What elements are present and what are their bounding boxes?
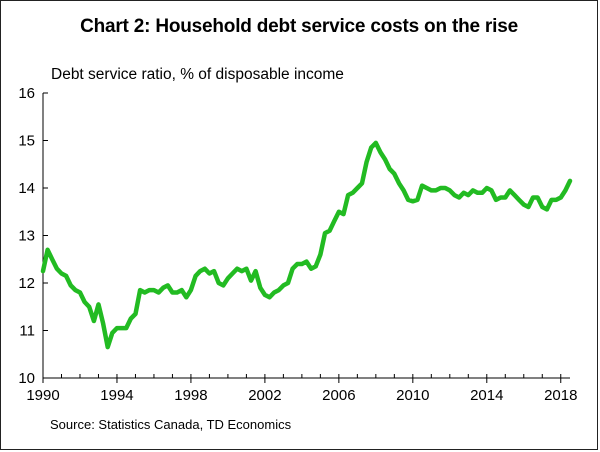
axes-group: 10 11 12 13 14 15 16 1990 1994 1998 2002 2006 2010 20… — [18, 85, 577, 404]
x-tick-label: 2014 — [470, 387, 503, 404]
x-tick-label: 2010 — [396, 387, 429, 404]
plot-group — [40, 140, 573, 350]
source-note: Source: Statistics Canada, TD Economics — [50, 417, 292, 432]
y-tick-label: 15 — [18, 133, 35, 150]
x-tick-label: 1994 — [100, 387, 133, 404]
y-tick-label: 12 — [18, 275, 35, 292]
x-tick-label: 2002 — [248, 387, 281, 404]
y-axis-label: Debt service ratio, % of disposable inco… — [51, 66, 344, 83]
y-tick-label: 16 — [18, 85, 35, 102]
x-tick-label: 1998 — [174, 387, 207, 404]
y-tick-label: 14 — [18, 180, 35, 197]
y-tick-label: 10 — [18, 370, 35, 387]
series-line — [40, 140, 573, 350]
y-tick-label: 13 — [18, 228, 35, 245]
x-tick-label: 2018 — [544, 387, 577, 404]
chart-title: Chart 2: Household debt service costs on… — [80, 16, 518, 37]
y-tick-label: 11 — [19, 323, 35, 340]
x-tick-label: 2006 — [322, 387, 355, 404]
x-tick-label: 1990 — [26, 387, 59, 404]
